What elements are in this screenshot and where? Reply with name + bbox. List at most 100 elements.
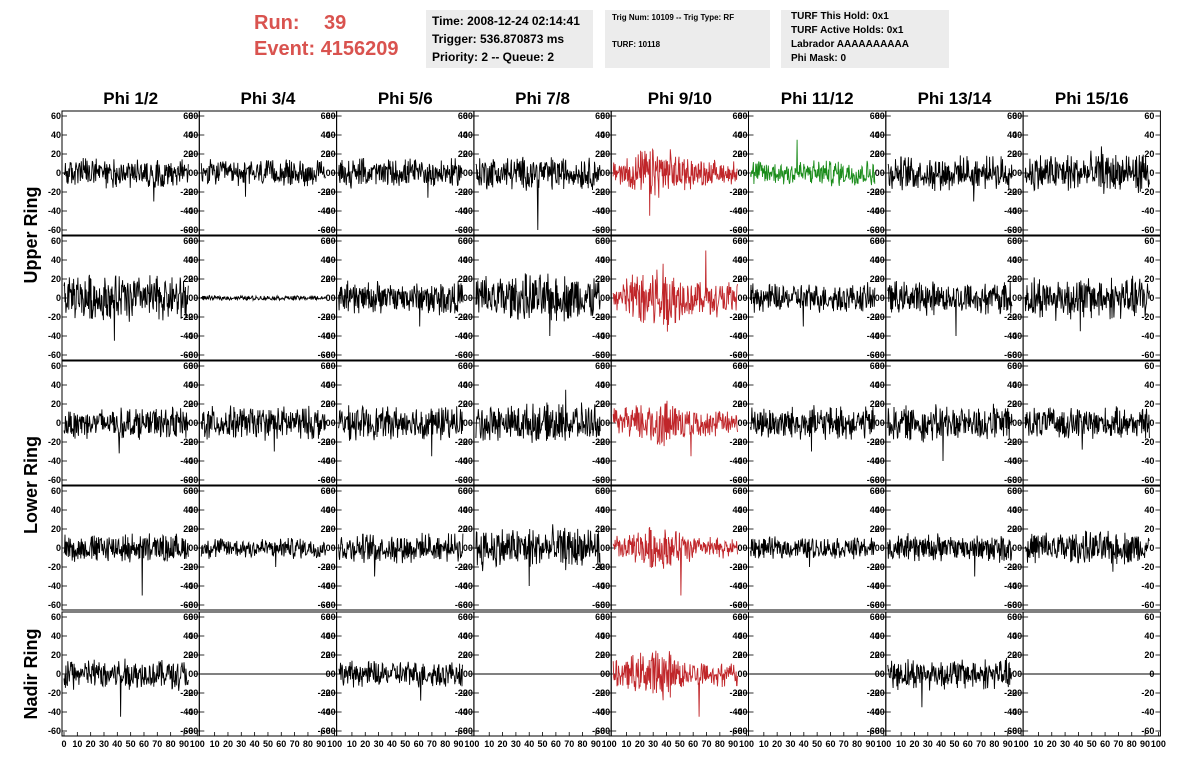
- y-tick-label: -60: [185, 600, 198, 610]
- waveform-trace: [1024, 146, 1150, 194]
- y-tick-label: -40: [460, 331, 473, 341]
- y-tick-label: 20: [51, 274, 61, 284]
- y-tick-label-right: -40: [455, 707, 468, 717]
- y-tick-label: 60: [600, 612, 610, 622]
- y-tick-label: 40: [875, 130, 885, 140]
- y-tick-label: -20: [1009, 437, 1022, 447]
- y-tick-label-right: 40: [321, 631, 331, 641]
- y-tick-label: -60: [597, 225, 610, 235]
- y-tick-label-right: 0: [463, 669, 468, 679]
- y-tick-label-right: -40: [180, 331, 193, 341]
- y-tick-label: 60: [326, 361, 336, 371]
- x-tick-label: 60: [688, 739, 698, 749]
- y-tick-label-right: -60: [592, 475, 605, 485]
- y-tick-label: 0: [742, 293, 747, 303]
- y-tick-label-right: -40: [592, 331, 605, 341]
- y-tick-label-right: 40: [1144, 130, 1154, 140]
- y-tick-label: 20: [326, 399, 336, 409]
- y-tick-label-right: 60: [1007, 612, 1017, 622]
- y-tick-label: -60: [1009, 475, 1022, 485]
- y-tick-label-right: 60: [1144, 111, 1154, 121]
- y-tick-label-right: 20: [458, 650, 468, 660]
- y-tick-label-right: 60: [183, 486, 193, 496]
- y-tick-label-right: -40: [455, 331, 468, 341]
- x-tick-label: 0: [61, 739, 66, 749]
- y-tick-label-right: -40: [318, 456, 331, 466]
- y-tick-label-right: 20: [1144, 149, 1154, 159]
- y-tick-label: 60: [600, 236, 610, 246]
- y-tick-label-right: 0: [600, 543, 605, 553]
- y-tick-label: 60: [1012, 361, 1022, 371]
- x-tick-label: 10: [72, 739, 82, 749]
- y-tick-label-right: 0: [875, 168, 880, 178]
- y-tick-label: -60: [1009, 600, 1022, 610]
- y-tick-label: -20: [597, 562, 610, 572]
- y-tick-label: -40: [48, 456, 61, 466]
- y-tick-label-right: -20: [867, 562, 880, 572]
- y-tick-label-right: -60: [1141, 225, 1154, 235]
- y-tick-label-right: 40: [732, 380, 742, 390]
- x-tick-label: 80: [1127, 739, 1137, 749]
- y-tick-label: 0: [468, 418, 473, 428]
- x-tick-label: 30: [648, 739, 658, 749]
- y-tick-label: 0: [193, 543, 198, 553]
- y-tick-label-right: -20: [729, 437, 742, 447]
- y-tick-label: -40: [48, 331, 61, 341]
- y-tick-label: 60: [463, 111, 473, 121]
- y-tick-label-right: -20: [729, 562, 742, 572]
- y-tick-label-right: 0: [737, 669, 742, 679]
- y-tick-label-right: -40: [1004, 331, 1017, 341]
- y-tick-label: 40: [600, 130, 610, 140]
- y-tick-label: 60: [1012, 236, 1022, 246]
- y-tick-label: -60: [872, 726, 885, 736]
- y-tick-label-right: -20: [180, 688, 193, 698]
- y-tick-label: -20: [185, 312, 198, 322]
- y-tick-label-right: 60: [321, 111, 331, 121]
- y-tick-label: -20: [597, 312, 610, 322]
- y-tick-label-right: 0: [1149, 293, 1154, 303]
- y-tick-label-right: -20: [592, 562, 605, 572]
- y-tick-label-right: 20: [595, 399, 605, 409]
- y-tick-label-right: 60: [732, 486, 742, 496]
- y-tick-label: 0: [880, 293, 885, 303]
- waveform-trace: [612, 400, 738, 457]
- y-tick-label: -40: [185, 206, 198, 216]
- x-tick-label: 20: [223, 739, 233, 749]
- y-tick-label: 0: [605, 418, 610, 428]
- y-tick-label: 40: [326, 505, 336, 515]
- y-tick-label: -60: [185, 350, 198, 360]
- y-tick-label: -40: [872, 581, 885, 591]
- y-tick-label-right: 20: [321, 274, 331, 284]
- y-tick-label: -40: [734, 581, 747, 591]
- column-title: Phi 7/8: [515, 89, 570, 108]
- y-tick-label-right: -40: [729, 456, 742, 466]
- y-tick-label-right: -40: [867, 581, 880, 591]
- y-tick-label: -60: [872, 225, 885, 235]
- y-tick-label: -60: [185, 225, 198, 235]
- y-tick-label-right: -20: [455, 437, 468, 447]
- y-tick-label-right: 60: [321, 361, 331, 371]
- y-tick-label-right: -20: [318, 437, 331, 447]
- y-tick-label: 20: [326, 149, 336, 159]
- x-tick-label: 10: [759, 739, 769, 749]
- waveform-trace: [750, 139, 876, 187]
- y-tick-label-right: -60: [318, 600, 331, 610]
- y-tick-label: 0: [468, 543, 473, 553]
- waveform-trace: [63, 157, 189, 202]
- trig-num-info: Trig Num: 10109 -- Trig Type: RF TURF: 1…: [605, 10, 770, 68]
- y-tick-label: -20: [872, 562, 885, 572]
- y-tick-label-right: 40: [458, 255, 468, 265]
- y-tick-label-right: -40: [318, 707, 331, 717]
- y-tick-label-right: -60: [729, 225, 742, 235]
- y-tick-label-right: 0: [600, 168, 605, 178]
- y-tick-label-right: 20: [321, 650, 331, 660]
- y-tick-label: 20: [188, 149, 198, 159]
- x-tick-label: 30: [923, 739, 933, 749]
- y-tick-label-right: -20: [592, 312, 605, 322]
- y-tick-label-right: 60: [1144, 612, 1154, 622]
